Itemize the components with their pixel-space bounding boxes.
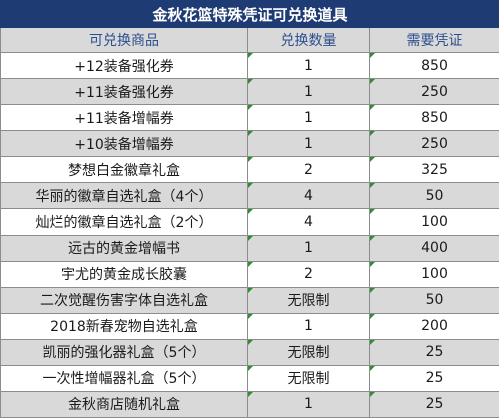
table-row: 华丽的徽章自选礼盒（4个） 4 50 — [0, 182, 499, 210]
item-name: +11装备增幅券 — [0, 104, 248, 132]
item-name: 远古的黄金增幅书 — [0, 234, 248, 262]
cost-value: 400 — [368, 234, 499, 262]
item-name: 二次觉醒伤害字体自选礼盒 — [0, 286, 248, 314]
quantity-value: 1 — [247, 78, 370, 106]
cost-value: 850 — [368, 104, 499, 132]
item-name: 华丽的徽章自选礼盒（4个） — [0, 182, 248, 210]
quantity-value: 无限制 — [247, 338, 370, 366]
cost-value: 250 — [368, 130, 499, 158]
item-name: 灿烂的徽章自选礼盒（2个） — [0, 208, 248, 236]
table-row: 一次性增幅器礼盒（5个） 无限制 25 — [0, 364, 499, 392]
item-name: 金秋商店随机礼盒 — [0, 390, 248, 418]
item-name: 凯丽的强化器礼盒（5个） — [0, 338, 248, 366]
table-row: 金秋商店随机礼盒 1 25 — [0, 390, 499, 418]
table-row: +12装备强化券 1 850 — [0, 52, 499, 80]
item-name: 梦想白金徽章礼盒 — [0, 156, 248, 184]
table-row: 梦想白金徽章礼盒 2 325 — [0, 156, 499, 184]
cost-value: 50 — [368, 182, 499, 210]
quantity-value: 1 — [247, 390, 370, 418]
header-row: 可兑换商品 兑换数量 需要凭证 — [0, 27, 499, 54]
cost-value: 325 — [368, 156, 499, 184]
table-row: 宇尤的黄金成长胶囊 2 100 — [0, 260, 499, 288]
table-title: 金秋花篮特殊凭证可兑换道具 — [0, 0, 499, 29]
item-name: +11装备强化券 — [0, 78, 248, 106]
quantity-value: 4 — [247, 208, 370, 236]
cost-value: 250 — [368, 78, 499, 106]
table-row: 二次觉醒伤害字体自选礼盒 无限制 50 — [0, 286, 499, 314]
header-item: 可兑换商品 — [0, 27, 248, 54]
table-row: 灿烂的徽章自选礼盒（2个） 4 100 — [0, 208, 499, 236]
table-row: 2018新春宠物自选礼盒 1 200 — [0, 312, 499, 340]
item-name: 一次性增幅器礼盒（5个） — [0, 364, 248, 392]
quantity-value: 无限制 — [247, 364, 370, 392]
cost-value: 25 — [368, 390, 499, 418]
cost-value: 25 — [368, 338, 499, 366]
header-quantity: 兑换数量 — [247, 27, 370, 54]
quantity-value: 1 — [247, 312, 370, 340]
table-row: +11装备强化券 1 250 — [0, 78, 499, 106]
item-name: +10装备增幅券 — [0, 130, 248, 158]
cost-value: 50 — [368, 286, 499, 314]
quantity-value: 2 — [247, 156, 370, 184]
cost-value: 25 — [368, 364, 499, 392]
item-name: 宇尤的黄金成长胶囊 — [0, 260, 248, 288]
table-row: +10装备增幅券 1 250 — [0, 130, 499, 158]
quantity-value: 1 — [247, 104, 370, 132]
quantity-value: 无限制 — [247, 286, 370, 314]
item-name: 2018新春宠物自选礼盒 — [0, 312, 248, 340]
table-row: 远古的黄金增幅书 1 400 — [0, 234, 499, 262]
item-name: +12装备强化券 — [0, 52, 248, 80]
quantity-value: 1 — [247, 52, 370, 80]
cost-value: 100 — [368, 208, 499, 236]
cost-value: 200 — [368, 312, 499, 340]
quantity-value: 2 — [247, 260, 370, 288]
quantity-value: 1 — [247, 130, 370, 158]
quantity-value: 4 — [247, 182, 370, 210]
quantity-value: 1 — [247, 234, 370, 262]
table-row: 凯丽的强化器礼盒（5个） 无限制 25 — [0, 338, 499, 366]
table-row: +11装备增幅券 1 850 — [0, 104, 499, 132]
cost-value: 850 — [368, 52, 499, 80]
header-cost: 需要凭证 — [368, 27, 499, 54]
title-row: 金秋花篮特殊凭证可兑换道具 — [0, 0, 499, 29]
cost-value: 100 — [368, 260, 499, 288]
